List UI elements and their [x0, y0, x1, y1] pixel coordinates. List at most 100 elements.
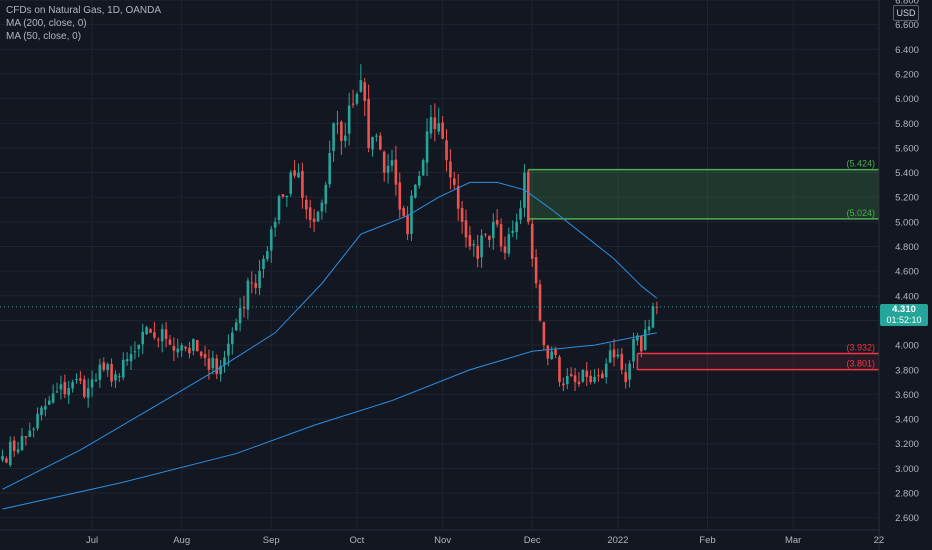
candle-body[interactable] — [12, 440, 16, 451]
candle-body[interactable] — [340, 121, 343, 141]
candle-body[interactable] — [141, 331, 145, 345]
candle-body[interactable] — [273, 221, 277, 228]
candle-body[interactable] — [542, 322, 546, 346]
candle-body[interactable] — [491, 221, 495, 239]
candle-body[interactable] — [254, 282, 257, 288]
candle-body[interactable] — [355, 94, 359, 104]
candle-body[interactable] — [616, 354, 620, 357]
candle-body[interactable] — [550, 351, 553, 360]
candle-body[interactable] — [305, 199, 308, 210]
candle-body[interactable] — [519, 208, 522, 220]
candle-body[interactable] — [32, 428, 35, 430]
candle-body[interactable] — [36, 413, 39, 429]
candle-body[interactable] — [184, 346, 187, 349]
candle-body[interactable] — [382, 151, 386, 173]
candle-body[interactable] — [137, 344, 141, 350]
candle-body[interactable] — [211, 357, 215, 369]
candle-body[interactable] — [534, 256, 538, 284]
candle-body[interactable] — [562, 383, 565, 386]
candle-body[interactable] — [223, 357, 226, 366]
candle-body[interactable] — [569, 374, 573, 376]
candle-body[interactable] — [301, 171, 304, 199]
candle-body[interactable] — [20, 436, 24, 451]
candle-body[interactable] — [472, 244, 476, 246]
legend-symbol[interactable]: CFDs on Natural Gas, 1D, OANDA — [6, 5, 162, 16]
candle-body[interactable] — [293, 170, 296, 176]
candle-body[interactable] — [98, 364, 102, 380]
candle-body[interactable] — [429, 117, 433, 134]
candle-body[interactable] — [503, 246, 507, 253]
candle-body[interactable] — [558, 356, 561, 383]
candle-body[interactable] — [44, 405, 47, 410]
candle-body[interactable] — [203, 353, 207, 359]
candle-body[interactable] — [86, 388, 90, 398]
candle-body[interactable] — [250, 282, 254, 284]
candle-body[interactable] — [79, 378, 82, 381]
candle-body[interactable] — [379, 135, 382, 150]
candle-body[interactable] — [59, 384, 63, 390]
candle-body[interactable] — [488, 235, 491, 240]
candle-body[interactable] — [102, 362, 106, 370]
candle-body[interactable] — [40, 407, 43, 416]
candle-body[interactable] — [297, 172, 300, 178]
candle-body[interactable] — [28, 430, 32, 437]
candle-body[interactable] — [168, 339, 172, 345]
candle-body[interactable] — [324, 184, 328, 204]
candle-body[interactable] — [597, 375, 600, 377]
candle-body[interactable] — [499, 224, 503, 247]
candle-body[interactable] — [47, 400, 51, 405]
candle-body[interactable] — [406, 214, 409, 235]
price-zones[interactable] — [527, 168, 879, 371]
candle-body[interactable] — [82, 379, 86, 397]
candle-body[interactable] — [351, 103, 355, 105]
candle-body[interactable] — [308, 207, 312, 220]
candle-body[interactable] — [601, 373, 604, 379]
candle-body[interactable] — [195, 339, 199, 352]
candle-body[interactable] — [480, 235, 483, 258]
candle-body[interactable] — [176, 348, 180, 353]
candle-body[interactable] — [215, 358, 219, 375]
candle-body[interactable] — [612, 349, 616, 358]
candle-body[interactable] — [445, 140, 448, 161]
currency-badge[interactable]: USD — [893, 5, 919, 21]
candle-body[interactable] — [63, 382, 67, 395]
candle-body[interactable] — [624, 372, 627, 383]
candle-body[interactable] — [643, 329, 647, 350]
candle-body[interactable] — [464, 220, 468, 238]
candle-body[interactable] — [433, 117, 437, 130]
candle-body[interactable] — [359, 80, 363, 92]
candle-body[interactable] — [192, 339, 195, 351]
candle-body[interactable] — [332, 123, 335, 151]
candle-body[interactable] — [125, 359, 129, 362]
legend-ma50[interactable]: MA (50, close, 0) — [6, 31, 82, 42]
candlesticks[interactable] — [1, 64, 659, 468]
candle-body[interactable] — [153, 332, 156, 338]
candle-body[interactable] — [164, 329, 168, 339]
candle-body[interactable] — [316, 211, 320, 222]
candle-body[interactable] — [573, 375, 577, 383]
candle-body[interactable] — [277, 196, 281, 220]
candle-body[interactable] — [55, 391, 59, 393]
candle-body[interactable] — [421, 160, 425, 176]
candle-body[interactable] — [527, 172, 530, 222]
candle-body[interactable] — [234, 322, 238, 331]
candle-body[interactable] — [94, 379, 98, 381]
candle-body[interactable] — [199, 351, 203, 357]
zone-support[interactable] — [637, 353, 879, 370]
candle-body[interactable] — [636, 335, 639, 341]
candle-body[interactable] — [390, 160, 394, 166]
candle-body[interactable] — [577, 381, 581, 385]
candle-body[interactable] — [639, 335, 643, 352]
candle-body[interactable] — [129, 353, 133, 362]
candle-body[interactable] — [437, 123, 441, 132]
candle-body[interactable] — [160, 328, 164, 342]
candle-body[interactable] — [145, 327, 148, 335]
candle-body[interactable] — [367, 99, 370, 148]
legend-ma200[interactable]: MA (200, close, 0) — [6, 18, 87, 29]
candle-body[interactable] — [110, 364, 113, 382]
candle-body[interactable] — [347, 105, 351, 134]
candle-body[interactable] — [5, 458, 8, 463]
candle-body[interactable] — [281, 194, 285, 197]
time-axis[interactable]: Jul Aug Sep Oct Nov Dec 2022 Feb Mar 22 — [86, 535, 884, 546]
